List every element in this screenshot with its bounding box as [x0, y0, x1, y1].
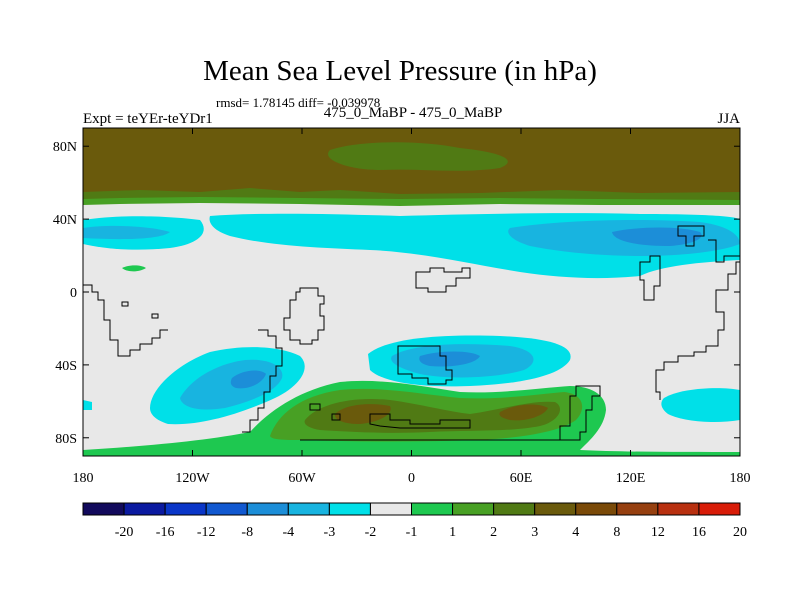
- antarctic-high-inner-east: [499, 404, 548, 421]
- north-band-mid: [83, 225, 170, 240]
- x-tick-label: 120W: [175, 471, 210, 486]
- coastline-small-islands: [121, 301, 159, 319]
- x-tick-label: 60E: [510, 471, 533, 486]
- stats-line: rmsd= 1.78145 diff= -0.039978: [216, 95, 381, 110]
- colorbar-swatch: [411, 502, 454, 516]
- colorbar-swatch: [452, 502, 495, 516]
- small-green-patch: [122, 265, 146, 272]
- coastline-antarctic: [300, 385, 601, 441]
- colorbar-label: 8: [613, 525, 620, 540]
- season-label: JJA: [717, 111, 740, 127]
- colorbar-swatch: [123, 502, 166, 516]
- colorbar-swatch: [534, 502, 577, 516]
- coastline-west-margin: [242, 329, 283, 433]
- antarctic-high-inner: [334, 404, 391, 424]
- colorbar-swatch: [657, 502, 700, 516]
- coastline-east-continent: [639, 225, 741, 400]
- south-band-central-core: [419, 351, 480, 367]
- colorbar-label: -1: [406, 525, 418, 540]
- colorbar-label: 16: [692, 525, 706, 540]
- colorbar-label: -16: [156, 525, 175, 540]
- colorbar-label: 4: [572, 525, 579, 540]
- x-tick-label: 180: [73, 471, 94, 486]
- colorbar-label: 1: [449, 525, 456, 540]
- colorbar-label: -4: [282, 525, 294, 540]
- map-field: [83, 128, 740, 456]
- cyan-patch-edge: [83, 400, 92, 410]
- x-axis: 180 120W 60W 0 60E 120E 180: [73, 128, 751, 486]
- y-tick-label: 40N: [53, 213, 77, 228]
- colorbar-swatch: [616, 502, 659, 516]
- colorbar-swatch: [82, 502, 125, 516]
- colorbar: -20 -16 -12 -8 -4 -3 -2 -1 1 2 3 4 8 12 16 20: [82, 502, 747, 540]
- x-tick-label: 0: [408, 471, 415, 486]
- colorbar-label: 3: [531, 525, 538, 540]
- y-tick-label: 80N: [53, 140, 77, 155]
- page-title: Mean Sea Level Pressure (in hPa): [203, 55, 597, 87]
- colorbar-swatch: [493, 502, 536, 516]
- coastline-mid-continent: [283, 287, 325, 345]
- colorbar-swatch: [246, 502, 289, 516]
- colorbar-swatch: [164, 502, 207, 516]
- north-pacific-low-core: [612, 227, 702, 246]
- period-label: 475_0_MaBP - 475_0_MaBP: [323, 105, 503, 121]
- colorbar-swatch: [287, 502, 330, 516]
- y-tick-label: 0: [70, 286, 77, 301]
- colorbar-swatch: [369, 502, 412, 516]
- coastlines: [83, 225, 741, 441]
- x-tick-label: 120E: [616, 471, 646, 486]
- coastline-west-continent: [83, 284, 168, 357]
- colorbar-swatch: [698, 502, 741, 516]
- coastline-south-block: [397, 345, 453, 385]
- coastline-antarctic-inner: [309, 403, 471, 429]
- colorbar-label: -2: [365, 525, 377, 540]
- coastline-north-island: [415, 267, 471, 293]
- y-tick-label: 80S: [55, 432, 77, 447]
- colorbar-label: -20: [115, 525, 134, 540]
- colorbar-swatch: [575, 502, 618, 516]
- colorbar-label: 12: [651, 525, 665, 540]
- colorbar-swatch: [205, 502, 248, 516]
- colorbar-label: -12: [197, 525, 216, 540]
- colorbar-label: 20: [733, 525, 747, 540]
- experiment-label: Expt = teYEr-teYDr1: [83, 111, 213, 127]
- colorbar-label: 2: [490, 525, 497, 540]
- south-band-west-core: [230, 370, 266, 389]
- cyan-patch-east: [661, 388, 740, 422]
- x-tick-label: 180: [730, 471, 751, 486]
- y-axis: 80N 40N 0 40S 80S: [53, 140, 740, 447]
- x-tick-label: 60W: [288, 471, 316, 486]
- y-tick-label: 40S: [55, 359, 77, 374]
- colorbar-swatch: [328, 502, 371, 516]
- colorbar-label: -3: [324, 525, 336, 540]
- arctic-high-inner: [328, 142, 508, 171]
- colorbar-label: -8: [241, 525, 253, 540]
